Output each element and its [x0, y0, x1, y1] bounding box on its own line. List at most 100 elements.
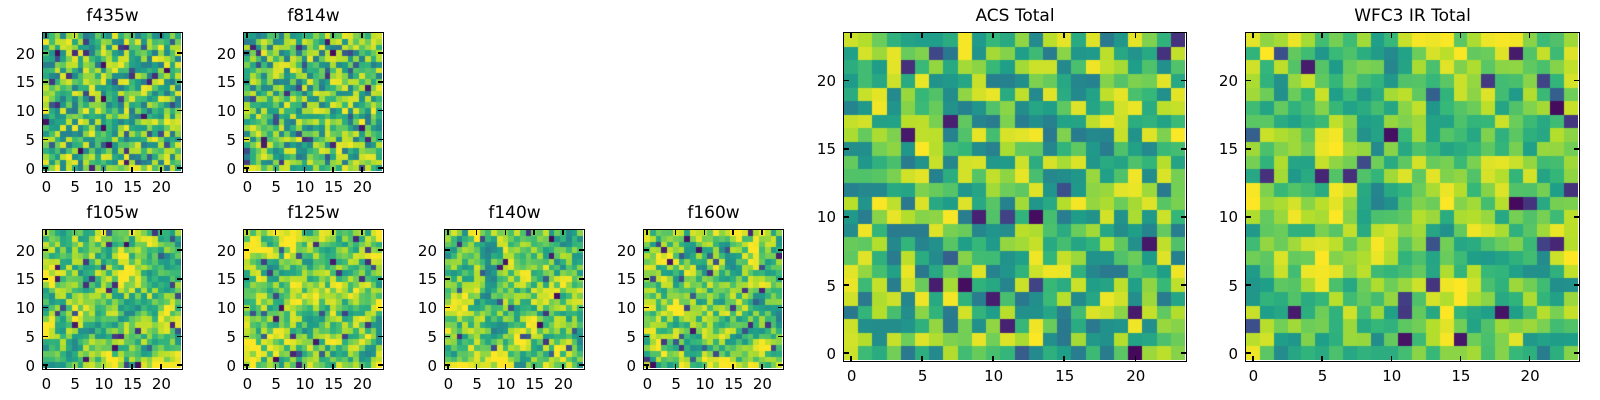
y-tick-mark-right — [177, 52, 182, 54]
y-tick-label: 5 — [226, 327, 236, 346]
y-tick-mark-left — [244, 364, 249, 366]
y-tick-mark-left — [1246, 79, 1251, 82]
x-tick-label: 10 — [1382, 367, 1402, 385]
y-tick-label: 5 — [226, 130, 236, 149]
x-tick-label: 5 — [1317, 367, 1328, 385]
y-tick-mark-left — [43, 278, 48, 280]
x-tick-label: 15 — [123, 178, 143, 196]
y-tick-mark-left — [244, 138, 249, 141]
y-tick-label: 5 — [826, 276, 836, 295]
x-tick-mark-top — [73, 33, 76, 38]
x-tick-mark-top — [303, 230, 306, 235]
x-tick-label: 20 — [151, 178, 171, 196]
x-tick-mark-bottom — [1390, 356, 1392, 361]
x-tick-mark-bottom — [732, 364, 734, 369]
y-tick-mark-right — [778, 306, 783, 309]
y-tick-mark-left — [244, 167, 249, 169]
y-tick-label: 0 — [1228, 344, 1238, 363]
x-tick-label: 15 — [525, 375, 545, 393]
x-tick-mark-bottom — [1459, 356, 1462, 361]
x-tick-label: 20 — [752, 375, 772, 393]
x-tick-mark-bottom — [1528, 356, 1531, 361]
y-tick-mark-right — [579, 335, 584, 338]
panel-title-f160w: f160w — [687, 203, 740, 223]
y-tick-mark-right — [378, 81, 383, 83]
y-tick-mark-right — [378, 306, 383, 309]
x-tick-mark-top — [102, 230, 105, 235]
x-tick-mark-bottom — [73, 167, 76, 172]
y-tick-label: 10 — [15, 102, 35, 121]
x-tick-mark-top — [1063, 33, 1065, 38]
x-tick-label: 5 — [271, 178, 281, 196]
y-tick-label: 0 — [25, 159, 35, 178]
x-tick-mark-top — [102, 33, 105, 38]
x-tick-label: 0 — [41, 178, 52, 196]
y-tick-mark-left — [244, 109, 249, 112]
heatmap-canvas-f140w — [445, 230, 583, 368]
y-tick-label: 0 — [826, 344, 836, 363]
y-tick-label: 15 — [216, 270, 236, 289]
panel-title-f814w: f814w — [287, 6, 340, 26]
y-tick-label: 15 — [417, 270, 437, 289]
y-tick-mark-right — [1574, 79, 1579, 82]
y-tick-label: 20 — [816, 72, 836, 91]
y-tick-label: 5 — [626, 327, 636, 346]
y-tick-mark-right — [378, 138, 383, 141]
y-tick-mark-left — [445, 249, 450, 251]
x-tick-mark-bottom — [504, 364, 507, 369]
x-tick-label: 20 — [553, 375, 573, 393]
x-tick-label: 15 — [1055, 367, 1075, 385]
x-tick-mark-top — [1252, 33, 1254, 38]
y-tick-mark-left — [644, 249, 649, 251]
x-tick-label: 15 — [123, 375, 143, 393]
y-tick-mark-right — [1574, 284, 1579, 286]
x-tick-mark-bottom — [131, 364, 133, 369]
y-tick-label: 0 — [226, 356, 236, 375]
x-tick-mark-bottom — [246, 364, 248, 369]
y-tick-label: 20 — [1218, 72, 1238, 91]
y-tick-mark-right — [378, 109, 383, 112]
y-tick-mark-right — [579, 278, 584, 280]
x-tick-mark-top — [361, 230, 363, 235]
y-tick-mark-left — [1246, 352, 1251, 354]
x-tick-mark-bottom — [303, 364, 306, 369]
x-tick-label: 5 — [70, 375, 80, 393]
x-tick-mark-bottom — [131, 167, 133, 172]
x-tick-mark-top — [246, 33, 248, 38]
x-tick-label: 10 — [496, 375, 516, 393]
heatmap-canvas-f814w — [244, 33, 382, 171]
y-tick-mark-left — [445, 306, 450, 309]
y-tick-label: 10 — [1218, 208, 1238, 227]
y-tick-mark-right — [579, 364, 584, 366]
panel-title-f140w: f140w — [488, 203, 541, 223]
x-tick-mark-top — [674, 230, 677, 235]
x-tick-mark-bottom — [761, 364, 763, 369]
x-tick-mark-top — [646, 230, 648, 235]
panel-f814w — [243, 32, 384, 173]
y-tick-mark-left — [43, 167, 48, 169]
y-tick-mark-left — [844, 284, 849, 286]
y-tick-label: 15 — [816, 140, 836, 159]
y-tick-label: 15 — [616, 270, 636, 289]
x-tick-mark-bottom — [102, 364, 105, 369]
y-tick-mark-right — [378, 364, 383, 366]
x-tick-mark-top — [761, 230, 763, 235]
y-tick-mark-right — [177, 364, 182, 366]
heatmap-canvas-f125w — [244, 230, 382, 368]
panel-wfc3-ir-total — [1245, 32, 1580, 362]
y-tick-mark-left — [43, 81, 48, 83]
x-tick-mark-top — [274, 33, 277, 38]
y-tick-mark-left — [844, 216, 849, 218]
y-tick-mark-left — [644, 335, 649, 338]
y-tick-mark-right — [1574, 216, 1579, 218]
x-tick-mark-bottom — [246, 167, 248, 172]
x-tick-label: 15 — [1451, 367, 1471, 385]
y-tick-label: 20 — [216, 241, 236, 260]
x-tick-mark-bottom — [475, 364, 478, 369]
y-tick-mark-left — [445, 278, 450, 280]
x-tick-mark-top — [1321, 33, 1323, 38]
x-tick-label: 0 — [846, 367, 857, 385]
x-tick-label: 5 — [271, 375, 281, 393]
y-tick-mark-right — [1181, 216, 1186, 218]
x-tick-label: 5 — [472, 375, 482, 393]
